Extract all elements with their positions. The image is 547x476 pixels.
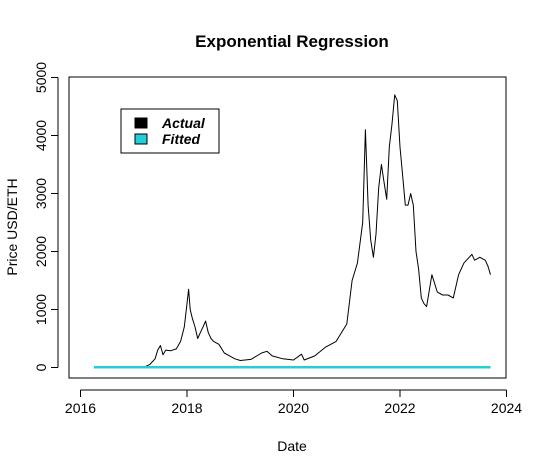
legend-swatch-fitted [134,133,148,145]
legend-label-actual: Actual [161,115,206,131]
legend-swatch-actual [134,117,148,129]
x-tick-label: 2018 [171,400,202,416]
chart-title: Exponential Regression [195,32,389,51]
y-tick-label: 0 [33,363,49,371]
series-layer [93,94,491,369]
x-axis-label: Date [277,438,307,454]
x-tick-label: 2020 [278,400,309,416]
plot-frame [68,76,507,379]
y-tick-label: 2000 [33,236,49,267]
series-line-actual [144,94,491,368]
x-tick-label: 2016 [65,400,96,416]
legend: Actual Fitted [120,108,220,154]
legend-label-fitted: Fitted [162,131,201,147]
legend-box [120,108,220,154]
y-tick-label: 5000 [33,62,49,93]
x-axis: 2016 2018 2020 2022 2024 [65,389,522,416]
y-tick-label: 1000 [33,294,49,325]
y-tick-label: 4000 [33,120,49,151]
y-axis: 0 1000 2000 3000 4000 5000 [33,62,59,371]
y-axis-label: Price USD/ETH [4,178,20,275]
x-tick-label: 2022 [384,400,415,416]
y-tick-label: 3000 [33,178,49,209]
x-tick-label: 2024 [491,400,522,416]
